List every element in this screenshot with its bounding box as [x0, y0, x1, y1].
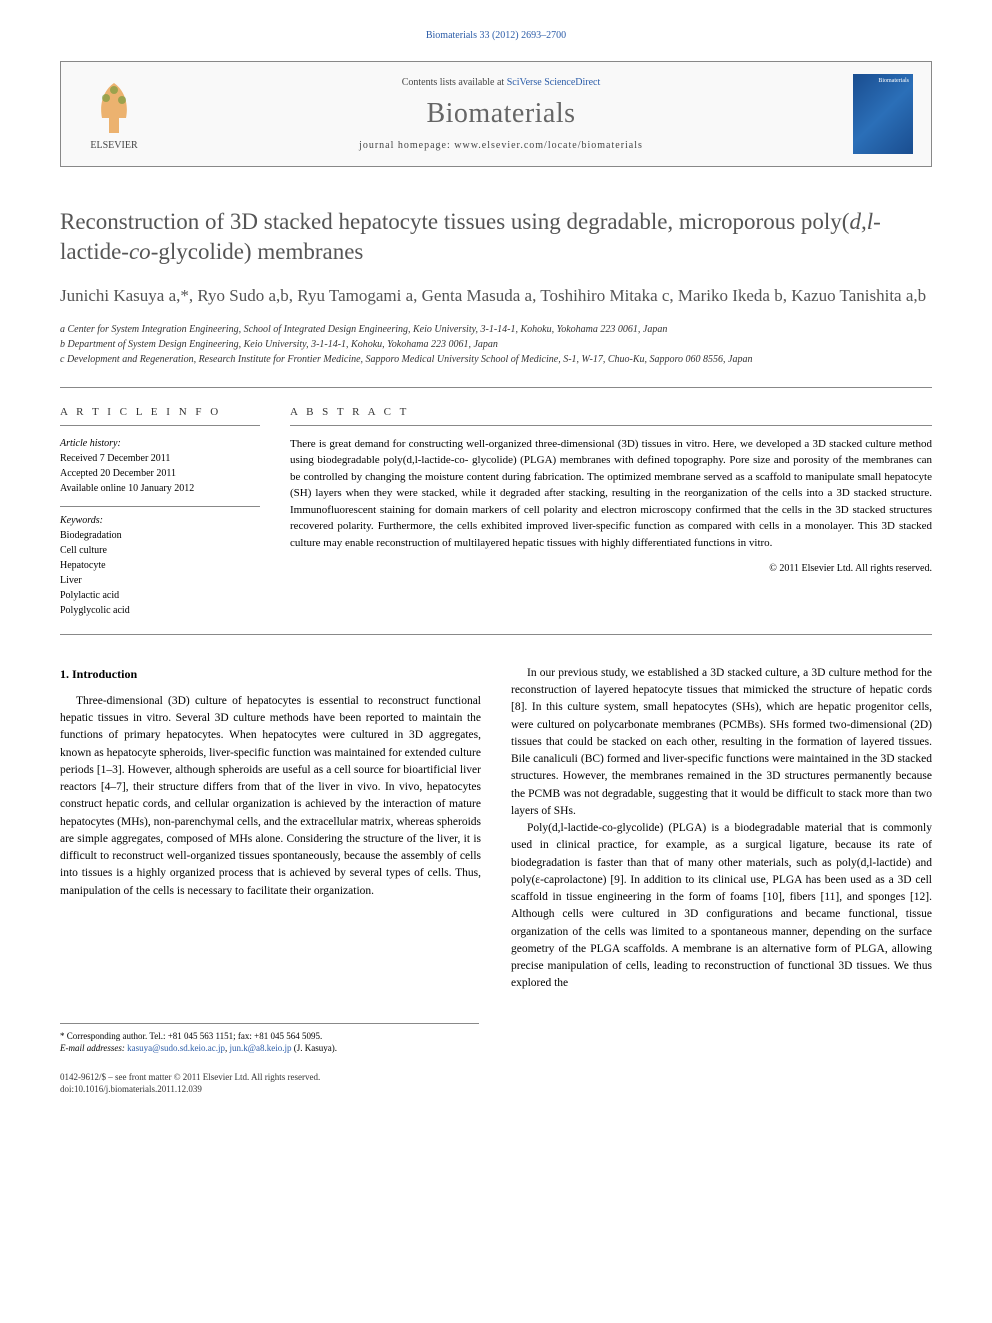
abstract-text: There is great demand for constructing w…	[290, 436, 932, 552]
keyword-0: Biodegradation	[60, 528, 260, 543]
abstract-copyright: © 2011 Elsevier Ltd. All rights reserved…	[290, 561, 932, 576]
online-date: Available online 10 January 2012	[60, 481, 260, 496]
sciencedirect-link[interactable]: SciVerse ScienceDirect	[507, 77, 601, 88]
email-link-2[interactable]: jun.k@a8.keio.jp	[229, 1043, 291, 1053]
contents-lists-line: Contents lists available at SciVerse Sci…	[167, 77, 835, 88]
title-part-5: -glycolide) membranes	[151, 239, 364, 264]
abstract-block: A B S T R A C T There is great demand fo…	[290, 404, 932, 618]
email-suffix: (J. Kasuya).	[291, 1043, 337, 1053]
article-info-heading: A R T I C L E I N F O	[60, 404, 260, 426]
journal-name: Biomaterials	[167, 98, 835, 130]
publisher-name: ELSEVIER	[90, 140, 137, 151]
accepted-date: Accepted 20 December 2011	[60, 466, 260, 481]
corr-author-line: * Corresponding author. Tel.: +81 045 56…	[60, 1030, 479, 1043]
homepage-url: www.elsevier.com/locate/biomaterials	[454, 140, 643, 151]
corresponding-author-footnote: * Corresponding author. Tel.: +81 045 56…	[60, 1023, 479, 1055]
intro-paragraph-2: In our previous study, we established a …	[511, 665, 932, 820]
affiliations-block: a Center for System Integration Engineer…	[60, 322, 932, 367]
journal-header-box: ELSEVIER Contents lists available at Sci…	[60, 61, 932, 167]
body-column-left: 1. Introduction Three-dimensional (3D) c…	[60, 665, 481, 993]
affiliation-a: a Center for System Integration Engineer…	[60, 322, 932, 337]
email-link-1[interactable]: kasuya@sudo.sd.keio.ac.jp	[127, 1043, 225, 1053]
journal-cover-thumbnail	[853, 74, 913, 154]
article-info-block: A R T I C L E I N F O Article history: R…	[60, 404, 260, 618]
affiliation-c: c Development and Regeneration, Research…	[60, 352, 932, 367]
intro-paragraph-1: Three-dimensional (3D) culture of hepato…	[60, 693, 481, 900]
title-part-4: co	[129, 239, 151, 264]
body-columns: 1. Introduction Three-dimensional (3D) c…	[60, 665, 932, 993]
authors-line: Junichi Kasuya a,*, Ryo Sudo a,b, Ryu Ta…	[60, 283, 932, 309]
article-history-label: Article history:	[60, 436, 260, 451]
email-line: E-mail addresses: kasuya@sudo.sd.keio.ac…	[60, 1042, 479, 1055]
publisher-logo: ELSEVIER	[79, 74, 149, 154]
keyword-1: Cell culture	[60, 543, 260, 558]
intro-paragraph-3: Poly(d,l-lactide-co-glycolide) (PLGA) is…	[511, 820, 932, 993]
doi-line: doi:10.1016/j.biomaterials.2011.12.039	[60, 1083, 479, 1096]
contents-prefix: Contents lists available at	[402, 77, 507, 88]
keyword-4: Polylactic acid	[60, 588, 260, 603]
bottom-metadata: 0142-9612/$ – see front matter © 2011 El…	[60, 1071, 479, 1096]
body-column-right: In our previous study, we established a …	[511, 665, 932, 993]
article-title: Reconstruction of 3D stacked hepatocyte …	[60, 207, 932, 267]
received-date: Received 7 December 2011	[60, 451, 260, 466]
keyword-2: Hepatocyte	[60, 558, 260, 573]
journal-homepage-line: journal homepage: www.elsevier.com/locat…	[167, 140, 835, 151]
title-part-2: d,l	[849, 209, 873, 234]
keyword-5: Polyglycolic acid	[60, 603, 260, 618]
page-header-citation: Biomaterials 33 (2012) 2693–2700	[60, 30, 932, 41]
title-part-1: Reconstruction of 3D stacked hepatocyte …	[60, 209, 849, 234]
issn-line: 0142-9612/$ – see front matter © 2011 El…	[60, 1071, 479, 1084]
email-label: E-mail addresses:	[60, 1043, 127, 1053]
abstract-heading: A B S T R A C T	[290, 404, 932, 426]
elsevier-tree-icon	[84, 78, 144, 138]
affiliation-b: b Department of System Design Engineerin…	[60, 337, 932, 352]
keyword-3: Liver	[60, 573, 260, 588]
keywords-label: Keywords:	[60, 513, 260, 528]
homepage-prefix: journal homepage:	[359, 140, 454, 151]
info-abstract-row: A R T I C L E I N F O Article history: R…	[60, 387, 932, 635]
header-center: Contents lists available at SciVerse Sci…	[167, 77, 835, 151]
section-1-heading: 1. Introduction	[60, 665, 481, 683]
